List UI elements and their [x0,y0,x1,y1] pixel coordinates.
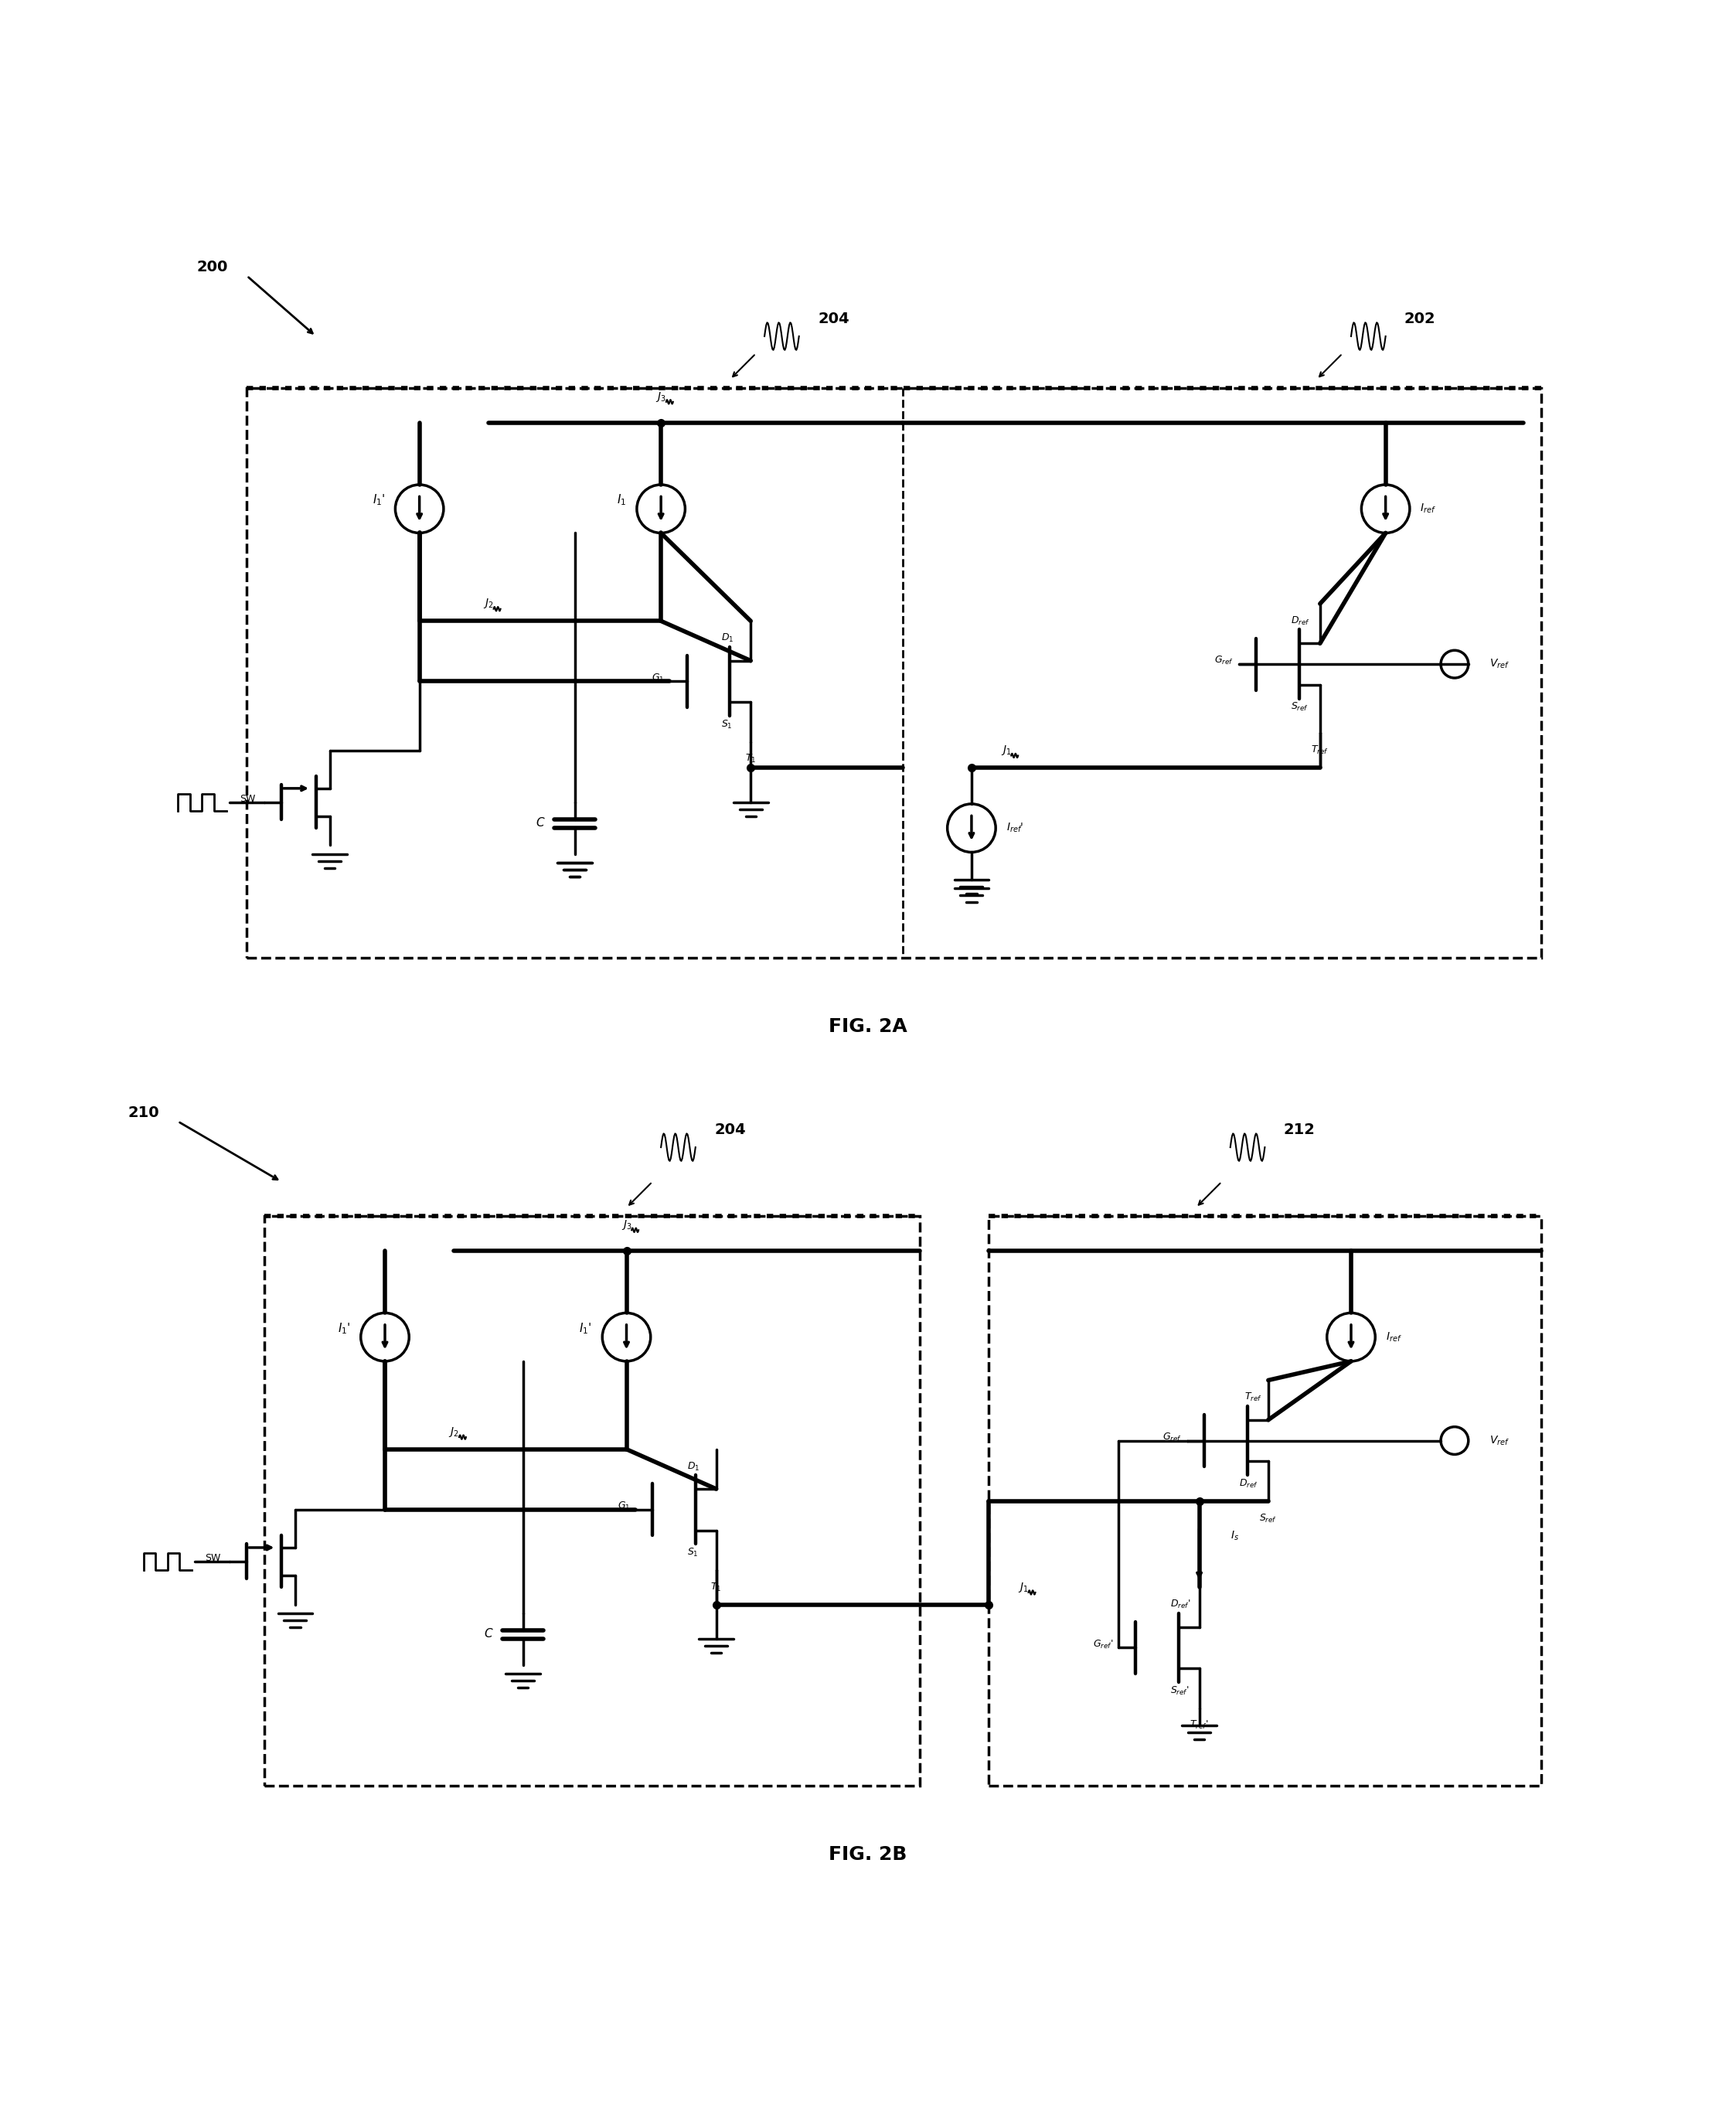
Text: 204: 204 [818,312,849,327]
Text: $D_1$: $D_1$ [722,632,734,645]
Text: $J_2$: $J_2$ [483,596,493,611]
Text: $I_1$: $I_1$ [616,492,627,507]
Text: $J_3$: $J_3$ [656,390,667,403]
Text: $J_2$: $J_2$ [448,1426,460,1439]
Text: $I_{ref}$: $I_{ref}$ [1385,1330,1401,1343]
Text: $I_1$': $I_1$' [372,492,385,507]
Text: $G_{ref}$: $G_{ref}$ [1215,656,1234,666]
Text: $V_{ref}$: $V_{ref}$ [1489,1434,1509,1447]
Bar [264,1216,920,1787]
Text: $J_1$: $J_1$ [1017,1581,1028,1594]
Text: $V_{ref}$: $V_{ref}$ [1489,658,1509,671]
Text: $J_1$: $J_1$ [1000,745,1012,758]
Text: $I_s$: $I_s$ [1231,1530,1240,1543]
Text: $G_1$: $G_1$ [618,1500,630,1513]
Text: $D_1$: $D_1$ [687,1460,700,1473]
Text: $T_{ref}$: $T_{ref}$ [1311,745,1328,755]
Text: $G_1$: $G_1$ [651,673,665,683]
Text: 204: 204 [713,1123,746,1137]
Text: $T_1$: $T_1$ [710,1581,722,1594]
Text: $T_{ref}$': $T_{ref}$' [1189,1719,1208,1732]
Text: $I_{ref}$: $I_{ref}$ [1420,503,1436,516]
Bar [990,1216,1542,1787]
Text: $I_1$': $I_1$' [580,1322,592,1335]
Text: $S_{ref}$: $S_{ref}$ [1290,702,1309,713]
Text: $G_{ref}$': $G_{ref}$' [1092,1638,1113,1651]
Text: FIG. 2A: FIG. 2A [828,1016,908,1036]
Text: $S_1$: $S_1$ [687,1547,698,1558]
Text: $J_3$: $J_3$ [621,1218,632,1231]
Text: $S_{ref}$: $S_{ref}$ [1259,1513,1278,1524]
Text: C: C [536,817,545,830]
Text: C: C [484,1628,493,1640]
Text: $S_1$: $S_1$ [722,719,733,730]
Text: $T_{ref}$: $T_{ref}$ [1245,1392,1262,1403]
Text: $T_1$: $T_1$ [745,753,757,764]
Text: $I_{ref}$': $I_{ref}$' [1007,821,1023,834]
Text: $I_1$': $I_1$' [339,1322,351,1335]
Text: $D_{ref}$': $D_{ref}$' [1170,1598,1191,1611]
Text: 200: 200 [196,259,227,274]
Text: SW: SW [205,1553,220,1564]
Text: 210: 210 [128,1106,160,1120]
Bar [247,388,1542,957]
Text: SW: SW [240,794,255,804]
Text: FIG. 2B: FIG. 2B [828,1846,908,1863]
Text: 212: 212 [1283,1123,1316,1137]
Text: 202: 202 [1404,312,1436,327]
Text: $D_{ref}$: $D_{ref}$ [1290,615,1311,626]
Text: $G_{ref}$: $G_{ref}$ [1163,1432,1182,1443]
Text: $D_{ref}$: $D_{ref}$ [1240,1477,1259,1490]
Text: $S_{ref}$': $S_{ref}$' [1170,1685,1189,1698]
